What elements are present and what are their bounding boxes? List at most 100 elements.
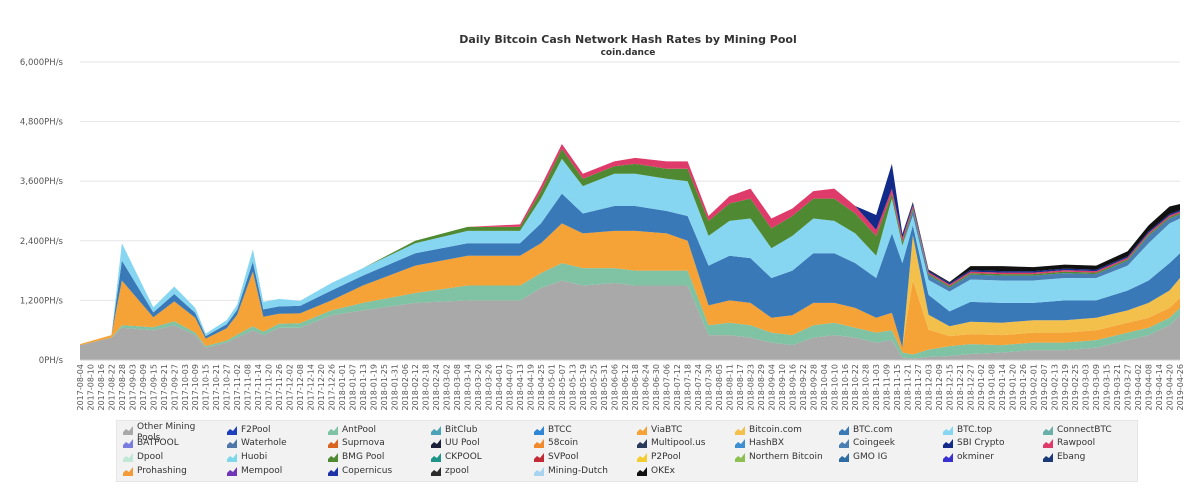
legend-swatch-icon [123,439,133,448]
x-tick-label: 2018-05-07 [558,364,567,411]
legend-label: P2Pool [651,452,681,462]
x-tick-label: 2018-11-03 [872,364,881,411]
x-tick-label: 2018-12-21 [956,364,965,411]
legend-label: 58coin [548,438,579,448]
x-tick-label: 2017-10-15 [202,364,211,411]
x-tick-label: 2018-01-01 [338,364,347,411]
legend-swatch-icon [534,439,544,448]
x-tick-label: 2018-08-23 [746,364,755,411]
legend-swatch-icon [1043,439,1053,448]
x-tick-label: 2019-01-08 [987,364,996,411]
x-tick-label: 2017-10-03 [181,364,190,411]
legend-label: Huobi [241,452,268,462]
x-tick-label: 2019-04-08 [1145,364,1154,411]
legend-label: GMO IG [853,452,888,462]
x-tick-label: 2017-08-04 [76,364,85,411]
legend-swatch-icon [1043,426,1053,435]
legend-label: Other Mining Pools [137,422,196,443]
legend-label: F2Pool [241,425,271,435]
x-tick-label: 2017-09-21 [160,364,169,411]
legend-label: Mining-Dutch [548,466,608,476]
x-tick-label: 2018-09-22 [799,364,808,411]
chart-title: Daily Bitcoin Cash Network Hash Rates by… [459,33,796,46]
legend-swatch-icon [328,439,338,448]
x-tick-label: 2019-01-26 [1019,364,1028,411]
x-tick-label: 2019-04-02 [1134,364,1143,411]
y-tick-label: 0PH/s [39,356,64,366]
series-area-antpool [80,263,1180,359]
y-tick-label: 3,600PH/s [20,177,64,187]
x-tick-label: 2018-10-10 [830,364,839,411]
x-tick-label: 2018-08-29 [757,364,766,411]
x-tick-label: 2018-03-08 [453,364,462,411]
x-tick-label: 2018-03-14 [464,364,473,411]
legend-label: Suprnova [342,438,385,448]
x-tick-label: 2017-12-20 [317,364,326,411]
x-tick-label: 2017-08-16 [97,364,106,411]
legend-swatch-icon [227,439,237,448]
x-tick-label: 2017-12-14 [306,364,315,411]
legend-label: Northern Bitcoin [749,452,823,462]
x-tick-label: 2018-10-04 [820,364,829,411]
x-axis: 2017-08-04 2017-08-10 2017-08-16 2017-08-22… [76,359,1185,411]
x-tick-label: 2018-03-26 [485,364,494,411]
x-tick-label: 2019-02-19 [1061,364,1070,411]
legend-swatch-icon [943,426,953,435]
legend-label: HashBX [749,438,785,448]
x-tick-label: 2017-12-02 [286,364,295,411]
x-tick-label: 2019-02-01 [1029,364,1038,411]
x-tick-label: 2018-03-20 [474,364,483,411]
x-tick-label: 2019-03-21 [1113,364,1122,411]
x-tick-label: 2019-01-02 [977,364,986,411]
x-tick-label: 2017-08-22 [107,364,116,411]
x-tick-label: 2018-06-18 [631,364,640,411]
x-tick-label: 2018-09-28 [809,364,818,411]
x-tick-label: 2018-02-06 [401,364,410,411]
x-tick-label: 2018-03-02 [443,364,452,411]
legend-label: SBI Crypto [957,438,1005,448]
series-area-other-mining-pools [80,280,1180,360]
x-tick-label: 2018-09-04 [767,364,776,411]
legend-swatch-icon [123,467,133,476]
legend-label: Multipool.us [651,438,706,448]
x-tick-label: 2018-12-03 [925,364,934,411]
y-tick-label: 6,000PH/s [20,58,64,68]
legend-label: BitClub [445,425,478,435]
x-tick-label: 2018-08-11 [726,364,735,411]
legend-label: ViaBTC [651,425,683,435]
x-tick-label: 2017-11-08 [244,364,253,411]
legend-label: Rawpool [1057,438,1096,448]
legend-swatch-icon [839,453,849,462]
x-tick-label: 2018-05-13 [568,364,577,411]
legend-label: BTC.com [853,425,893,435]
x-tick-label: 2017-11-20 [265,364,274,411]
legend-swatch-icon [431,426,441,435]
area-series [80,143,1180,360]
x-tick-label: 2018-05-01 [547,364,556,411]
legend-label: CKPOOL [445,452,482,462]
legend-label: UU Pool [445,438,480,448]
x-tick-label: 2018-10-22 [851,364,860,411]
legend-label: Prohashing [137,466,187,476]
y-tick-label: 2,400PH/s [20,237,64,247]
x-tick-label: 2018-06-06 [610,364,619,411]
legend-label: Bitcoin.com [749,425,802,435]
legend-label: BATPOOL [137,438,179,448]
y-axis: 0PH/s 1,200PH/s 2,400PH/s 3,600PH/s 4,800PH/… [20,58,64,366]
x-tick-label: 2019-02-13 [1050,364,1059,411]
x-tick-label: 2017-10-21 [212,364,221,411]
x-tick-label: 2018-07-06 [663,364,672,411]
legend-label: zpool [445,466,469,476]
x-tick-label: 2019-02-07 [1040,364,1049,411]
legend-swatch-icon [328,453,338,462]
legend-label: Dpool [137,452,164,462]
legend-swatch-icon [431,467,441,476]
y-tick-label: 4,800PH/s [20,118,64,128]
x-tick-label: 2018-01-07 [348,364,357,411]
x-tick-label: 2018-04-07 [506,364,515,411]
x-tick-label: 2018-09-16 [788,364,797,411]
legend-label: Coingeek [853,438,895,448]
x-tick-label: 2019-04-26 [1176,364,1185,411]
legend-label: AntPool [342,425,377,435]
